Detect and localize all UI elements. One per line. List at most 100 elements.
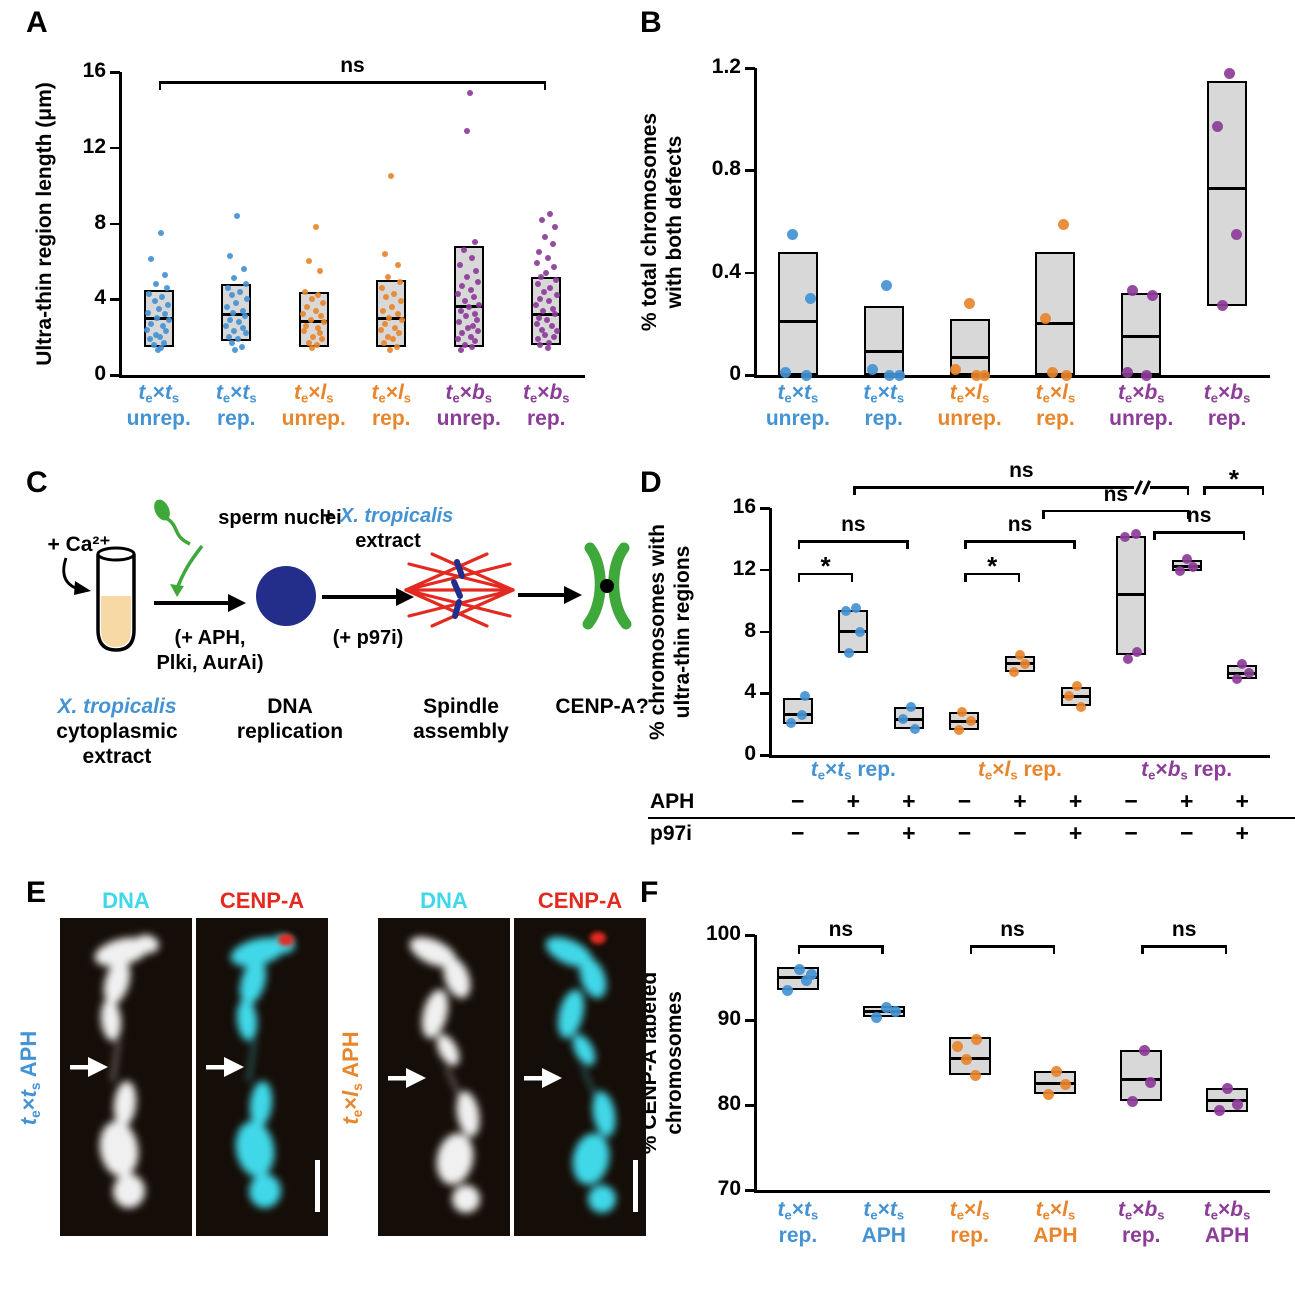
data-point: [805, 292, 817, 304]
data-point: [551, 311, 558, 318]
category-cond: APH: [1033, 1224, 1078, 1247]
sig-bracket: [797, 945, 884, 948]
data-point: [385, 273, 392, 280]
sig-bracket-tick: [964, 540, 967, 550]
reaction-arrow-1-icon: [154, 594, 246, 612]
data-point: [385, 334, 392, 341]
sig-label: ns: [1007, 513, 1033, 537]
micrograph-cenpa-tels: [514, 918, 646, 1236]
micrograph-dna-tels-image: [388, 937, 480, 1213]
data-point: [793, 964, 805, 976]
data-point: [952, 1040, 964, 1052]
y-tick-label: 12: [732, 556, 756, 580]
data-point: [548, 322, 555, 329]
data-point: [312, 224, 319, 231]
data-point: [233, 300, 240, 307]
data-point: [239, 307, 246, 314]
scale-bar: [633, 1160, 638, 1212]
category-formula: te×bs: [1203, 381, 1251, 406]
ultra-thin-arrow-icon: [206, 1057, 244, 1077]
data-point: [302, 288, 309, 295]
median-line: [1116, 592, 1147, 596]
data-point: [1243, 668, 1254, 679]
data-point: [226, 317, 233, 324]
data-point: [389, 303, 396, 310]
aph-plki-label: (+ APH, Plki, AurAi): [156, 627, 264, 674]
y-tick: [760, 630, 770, 633]
y-tick-label: 8: [94, 210, 106, 234]
data-point: [540, 307, 547, 314]
data-point: [844, 648, 855, 659]
data-point: [1008, 666, 1019, 677]
row-value: −: [791, 788, 805, 814]
data-point: [309, 334, 316, 341]
data-point: [230, 309, 237, 316]
data-point: [536, 341, 543, 348]
data-point: [396, 279, 403, 286]
sig-label: ns: [828, 918, 854, 942]
data-point: [148, 320, 155, 327]
data-point: [1141, 369, 1153, 381]
y-tick: [745, 1019, 755, 1022]
data-point: [1058, 218, 1070, 230]
data-point: [965, 716, 976, 727]
panel-a-label: A: [26, 6, 48, 39]
sig-bracket: [1153, 531, 1245, 534]
y-tick-label: 90: [717, 1007, 741, 1030]
data-point: [1071, 680, 1082, 691]
data-point: [460, 247, 467, 253]
y-tick: [760, 507, 770, 510]
sig-bracket: [797, 572, 854, 576]
category-formula: te×ls: [293, 381, 334, 406]
data-point: [317, 267, 324, 274]
sig-label: ns: [1103, 482, 1129, 506]
data-point: [152, 332, 159, 339]
y-tick: [110, 374, 120, 377]
sig-bracket-tick: [906, 540, 909, 550]
sig-label: ns: [1171, 918, 1197, 942]
data-point: [552, 277, 559, 284]
condition-label-tets-aph: te×ts APH: [16, 1030, 43, 1126]
data-point: [475, 279, 482, 286]
data-point: [242, 281, 249, 288]
data-point: [1020, 658, 1031, 669]
sig-bracket-tick: [1017, 572, 1020, 582]
cytoplasmic-extract-label: X. tropicalis cytoplasmic extract: [56, 695, 178, 768]
data-point: [378, 284, 385, 291]
data-point: [539, 326, 546, 333]
y-tick-label: 16: [82, 59, 106, 82]
data-point: [870, 1011, 882, 1023]
cenpa-focus-dot: [590, 932, 606, 944]
x-axis-line: [754, 1190, 1270, 1193]
data-point: [535, 315, 542, 322]
data-point: [234, 212, 241, 219]
data-point: [151, 298, 158, 305]
y-tick: [760, 568, 770, 572]
category-formula: te×ts: [215, 381, 257, 406]
median-line: [1005, 662, 1035, 666]
median-line: [863, 350, 904, 354]
data-point: [383, 294, 389, 301]
data-point: [890, 1006, 901, 1017]
row-value: +: [1068, 788, 1083, 814]
cenpa-column-label-2: CENP-A: [537, 888, 623, 913]
data-point: [314, 324, 321, 331]
data-point: [472, 311, 479, 318]
panel-e-label: E: [26, 876, 47, 909]
data-point: [164, 284, 171, 291]
data-point: [971, 1034, 983, 1046]
data-point: [236, 318, 243, 325]
scale-bar: [315, 1160, 320, 1212]
data-point: [553, 328, 560, 335]
data-point: [957, 706, 968, 717]
data-point: [541, 288, 548, 295]
data-point: [381, 250, 388, 257]
data-point: [544, 317, 551, 324]
data-point: [851, 603, 862, 614]
data-point: [229, 292, 236, 299]
data-point: [805, 969, 817, 981]
median-line: [1207, 186, 1248, 190]
panel-f-label: F: [640, 876, 659, 909]
row-value: +: [1235, 788, 1249, 814]
